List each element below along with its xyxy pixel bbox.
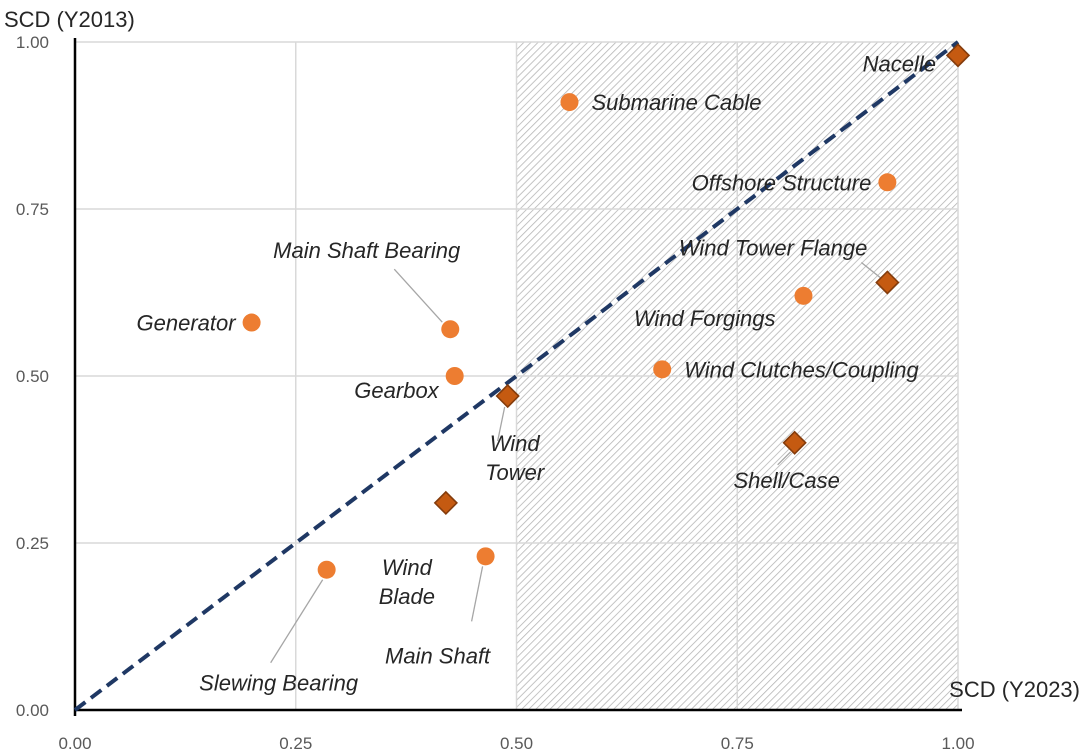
point-label: Wind Clutches/Coupling [684, 357, 919, 382]
point-circle [653, 360, 672, 379]
x-tick-label: 0.00 [58, 734, 91, 753]
point-circle [476, 547, 495, 566]
point-label: Generator [137, 311, 238, 336]
point-diamond [945, 43, 971, 68]
leader-line [470, 566, 484, 622]
leader-line [860, 261, 882, 279]
leader-line [270, 579, 324, 664]
y-tick-label: 0.25 [16, 534, 49, 553]
x-tick-label: 1.00 [941, 734, 974, 753]
y-axis-title: SCD (Y2013) [4, 7, 135, 32]
point-label: Wind Blade [379, 555, 435, 609]
x-axis-title: SCD (Y2023) [949, 677, 1080, 702]
point-circle [317, 560, 336, 579]
x-tick-label: 0.50 [500, 734, 533, 753]
reference-diagonal-line [73, 40, 960, 712]
point-diamond [433, 490, 458, 516]
point-label: Offshore Structure [692, 170, 872, 195]
point-label: Submarine Cable [591, 90, 761, 115]
point-diamond [782, 430, 807, 455]
y-tick-label: 0.00 [16, 701, 49, 720]
point-label: Slewing Bearing [199, 671, 359, 696]
point-circle [445, 367, 464, 385]
point-circle [242, 313, 261, 332]
point-label: Main Shaft Bearing [273, 238, 461, 263]
point-label: Gearbox [354, 378, 439, 403]
y-tick-label: 0.50 [16, 367, 49, 386]
point-label: Main Shaft [385, 643, 491, 668]
leader-line [393, 268, 443, 323]
point-label: Wind Tower Flange [679, 235, 868, 260]
point-diamond [875, 270, 900, 295]
point-circle [560, 93, 579, 112]
y-tick-label: 1.00 [16, 33, 49, 52]
x-tick-label: 0.75 [721, 734, 754, 753]
point-circle [441, 320, 460, 339]
point-circle [878, 173, 897, 192]
point-diamond [495, 383, 520, 409]
point-label: Nacelle [863, 51, 936, 76]
point-label: Shell/Case [733, 468, 839, 493]
point-label: Wind Tower [485, 431, 546, 485]
leader-line [497, 406, 506, 442]
y-tick-label: 0.75 [16, 200, 49, 219]
x-tick-label: 0.25 [279, 734, 312, 753]
point-circle [794, 286, 813, 305]
point-label: Wind Forgings [634, 306, 776, 331]
leader-line [777, 451, 792, 466]
